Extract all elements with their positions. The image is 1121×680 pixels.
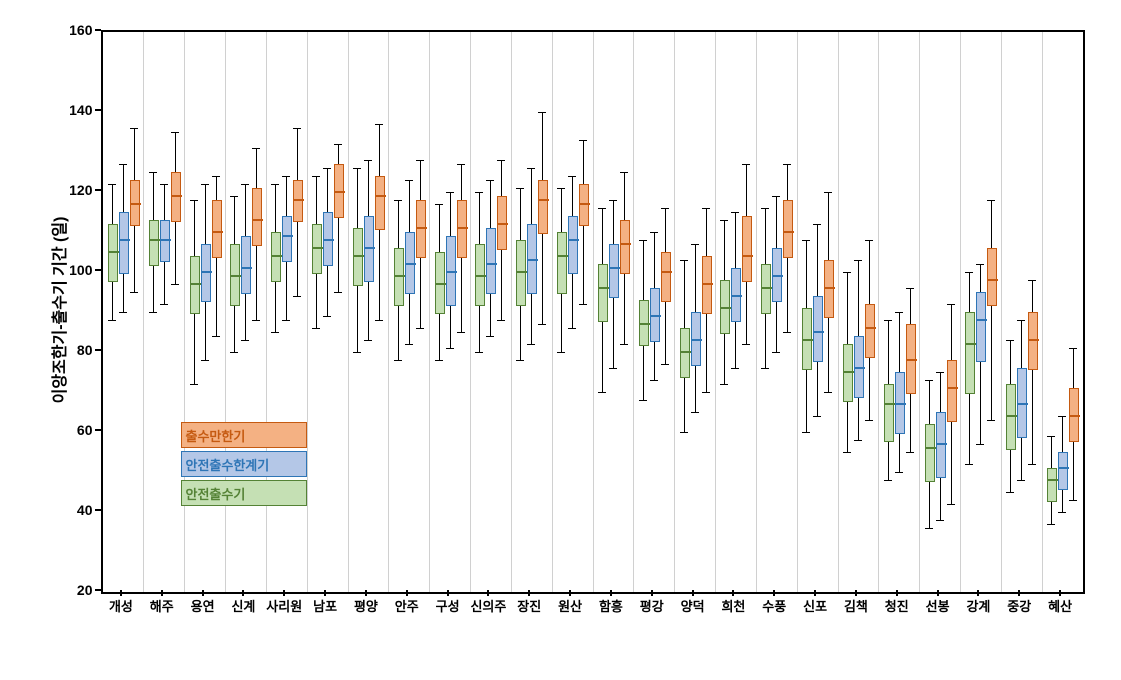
y-tick-label: 40: [77, 502, 93, 518]
box: [201, 244, 211, 302]
box: [947, 360, 957, 422]
box: [282, 216, 292, 262]
x-tick-label: 구성: [436, 596, 460, 615]
box: [516, 240, 526, 306]
box: [925, 424, 935, 482]
box: [538, 180, 548, 234]
box: [620, 220, 630, 274]
box: [609, 244, 619, 298]
legend-item: 안전출수기: [181, 480, 307, 506]
box: [312, 224, 322, 274]
x-tick-label: 중강: [1007, 596, 1031, 615]
box: [271, 232, 281, 282]
box: [171, 172, 181, 222]
box: [598, 264, 608, 322]
box: [742, 216, 752, 282]
box: [965, 312, 975, 394]
box: [843, 344, 853, 402]
box: [1058, 452, 1068, 490]
x-tick-label: 개성: [109, 596, 133, 615]
box: [661, 252, 671, 302]
box: [579, 184, 589, 226]
x-tick-label: 신의주: [470, 596, 506, 615]
box: [680, 328, 690, 378]
box: [813, 296, 823, 362]
box: [936, 412, 946, 478]
box: [1006, 384, 1016, 450]
x-tick-label: 양덕: [681, 596, 705, 615]
x-tick-label: 해주: [150, 596, 174, 615]
legend-label: 안전출수한계기: [186, 455, 270, 474]
box: [293, 180, 303, 222]
y-tick-label: 120: [69, 182, 92, 198]
box: [108, 224, 118, 282]
legend: 출수만한기안전출수한계기안전출수기: [181, 422, 307, 640]
x-tick-label: 희천: [721, 596, 745, 615]
x-tick-label: 안주: [395, 596, 419, 615]
box: [394, 248, 404, 306]
y-tick-label: 60: [77, 422, 93, 438]
legend-item: 출수만한기: [181, 422, 307, 448]
box: [987, 248, 997, 306]
x-tick-label: 수풍: [762, 596, 786, 615]
box: [375, 176, 385, 230]
box: [252, 188, 262, 246]
legend-item: 안전출수한계기: [181, 451, 307, 477]
y-tick-label: 20: [77, 582, 93, 598]
x-tick-label: 신포: [803, 596, 827, 615]
y-tick-label: 160: [69, 22, 92, 38]
box: [416, 200, 426, 258]
x-tick-label: 평강: [640, 596, 664, 615]
box: [241, 236, 251, 294]
box: [190, 256, 200, 314]
y-tick-label: 100: [69, 262, 92, 278]
boxplot-chart: 20406080100120140160 개성해주용연신계사리원남포평양안주구성…: [21, 20, 1101, 660]
y-tick-label: 140: [69, 102, 92, 118]
box: [212, 200, 222, 258]
box: [783, 200, 793, 258]
x-tick-label: 함흥: [599, 596, 623, 615]
box: [353, 228, 363, 286]
box: [557, 232, 567, 294]
x-tick-label: 남포: [313, 596, 337, 615]
x-tick-label: 장진: [517, 596, 541, 615]
x-tick-label: 김책: [844, 596, 868, 615]
y-axis-label: 이앙조한기-출수기 기간 (일): [46, 217, 70, 404]
x-tick-label: 원산: [558, 596, 582, 615]
box: [1047, 468, 1057, 502]
x-tick-label: 선봉: [926, 596, 950, 615]
box: [884, 384, 894, 442]
y-tick-label: 80: [77, 342, 93, 358]
box: [976, 292, 986, 362]
box: [865, 304, 875, 358]
box: [824, 260, 834, 318]
box: [149, 220, 159, 266]
x-tick-label: 강계: [966, 596, 990, 615]
x-tick-label: 혜산: [1048, 596, 1072, 615]
legend-label: 안전출수기: [186, 484, 246, 503]
box: [702, 256, 712, 314]
x-tick-label: 청진: [885, 596, 909, 615]
box: [457, 200, 467, 258]
box: [486, 228, 496, 294]
box: [568, 216, 578, 274]
box: [119, 212, 129, 274]
box: [160, 220, 170, 262]
box: [761, 264, 771, 314]
box: [1028, 312, 1038, 370]
x-tick-label: 평양: [354, 596, 378, 615]
box: [364, 216, 374, 282]
legend-label: 출수만한기: [186, 426, 246, 445]
